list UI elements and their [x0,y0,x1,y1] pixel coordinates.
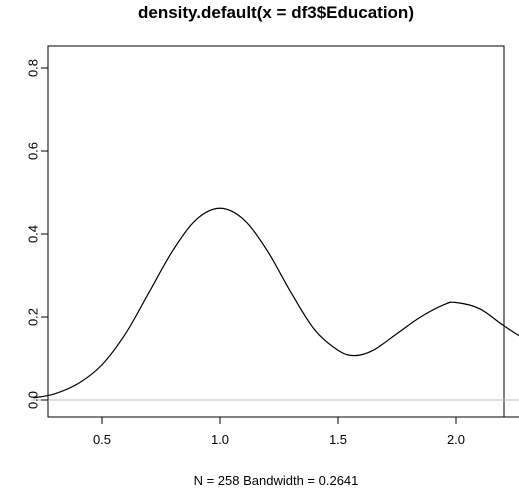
x-axis: 0.51.01.52.02.53.03.5 [93,416,519,447]
y-tick-label: 0.8 [25,59,40,77]
y-tick-label: 0.2 [25,308,40,326]
density-curve [33,207,519,399]
x-tick-label: 0.5 [93,432,111,447]
x-tick-label: 2.0 [447,432,465,447]
x-axis-label: N = 258 Bandwidth = 0.2641 [194,473,359,488]
plot-frame [47,45,505,418]
y-axis: 0.0 0.2 0.4 0.6 0.8 [25,59,49,409]
density-series [33,207,519,399]
x-tick-label: 1.5 [329,432,347,447]
y-tick-label: 0.6 [25,142,40,160]
chart-title: density.default(x = df3$Education) [138,3,414,22]
y-tick-label: 0.4 [25,225,40,243]
x-tick-label: 1.0 [211,432,229,447]
y-tick-label: 0.0 [25,391,40,409]
